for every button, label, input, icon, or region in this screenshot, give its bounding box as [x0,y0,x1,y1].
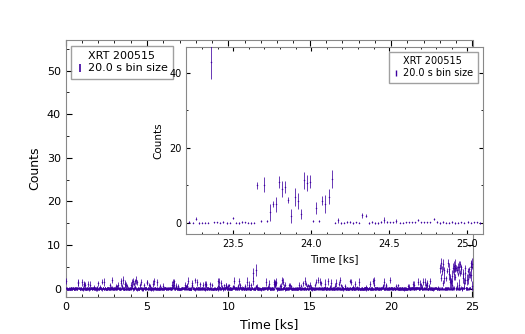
Legend: XRT 200515, 20.0 s bin size: XRT 200515, 20.0 s bin size [388,52,478,83]
Y-axis label: Counts: Counts [154,122,164,159]
Legend: XRT 200515, 20.0 s bin size: XRT 200515, 20.0 s bin size [71,46,173,79]
Y-axis label: Counts: Counts [28,147,41,190]
X-axis label: Time [ks]: Time [ks] [310,254,359,264]
X-axis label: Time [ks]: Time [ks] [240,318,298,331]
